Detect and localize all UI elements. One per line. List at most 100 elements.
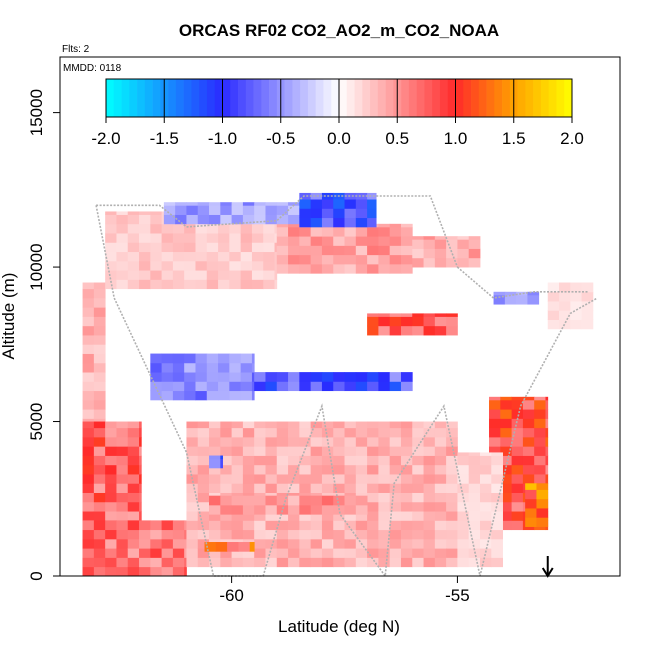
heatmap-cell bbox=[446, 483, 458, 493]
heatmap-cell bbox=[333, 538, 345, 549]
heatmap-cell bbox=[220, 511, 233, 521]
heatmap-cell bbox=[378, 427, 391, 438]
heatmap-cell bbox=[288, 263, 300, 274]
heatmap-cell bbox=[197, 421, 210, 429]
heatmap-cell bbox=[536, 483, 549, 490]
heatmap-cell bbox=[139, 427, 142, 438]
heatmap-cell bbox=[500, 455, 513, 466]
heatmap-cell bbox=[310, 557, 323, 568]
heatmap-cell bbox=[172, 223, 185, 234]
heatmap-cell bbox=[491, 529, 503, 540]
heatmap-cell bbox=[400, 226, 413, 237]
heatmap-cell bbox=[240, 353, 253, 364]
heatmap-cell bbox=[265, 202, 278, 206]
heatmap-cell bbox=[172, 566, 185, 577]
heatmap-cell bbox=[534, 474, 546, 484]
heatmap-cell bbox=[127, 474, 140, 484]
heatmap-cell bbox=[276, 446, 289, 456]
heatmap-cell bbox=[457, 257, 470, 268]
heatmap-cell bbox=[299, 199, 312, 209]
heatmap-cell bbox=[522, 396, 535, 401]
heatmap-cell bbox=[254, 511, 266, 521]
heatmap-cell bbox=[310, 199, 323, 209]
heatmap-cell bbox=[299, 263, 312, 274]
heatmap-cell bbox=[105, 548, 117, 558]
heatmap-cell bbox=[299, 455, 312, 466]
heatmap-cell bbox=[333, 372, 345, 382]
heatmap-cell bbox=[527, 291, 540, 296]
heatmap-cell bbox=[545, 436, 549, 447]
heatmap-cell bbox=[367, 427, 379, 438]
heatmap-cell bbox=[288, 483, 300, 493]
heatmap-cell bbox=[276, 464, 289, 475]
heatmap-cell bbox=[299, 436, 312, 447]
heatmap-cell bbox=[220, 548, 233, 558]
heatmap-cell bbox=[522, 436, 535, 447]
heatmap-cell bbox=[251, 233, 264, 243]
heatmap-cell bbox=[457, 511, 470, 521]
heatmap-cell bbox=[231, 214, 244, 225]
heatmap-cell bbox=[367, 474, 379, 484]
heatmap-cell bbox=[412, 464, 424, 475]
colorbar-segment bbox=[214, 79, 223, 117]
heatmap-cell bbox=[105, 446, 117, 456]
heatmap-cell bbox=[288, 548, 300, 558]
heatmap-cell bbox=[355, 495, 368, 506]
heatmap-cell bbox=[251, 223, 264, 234]
heatmap-cell bbox=[457, 248, 470, 259]
heatmap-cell bbox=[220, 421, 233, 429]
heatmap-cell bbox=[220, 529, 233, 540]
heatmap-cell bbox=[310, 245, 323, 256]
heatmap-cell bbox=[254, 557, 266, 568]
heatmap-cell bbox=[570, 310, 583, 320]
heatmap-cell bbox=[491, 474, 503, 484]
heatmap-cell bbox=[299, 495, 312, 506]
heatmap-cell bbox=[446, 538, 458, 549]
heatmap-cell bbox=[288, 455, 300, 466]
heatmap-cell bbox=[265, 529, 278, 540]
heatmap-cell bbox=[242, 421, 255, 429]
heatmap-cell bbox=[299, 446, 312, 456]
heatmap-cell bbox=[321, 538, 334, 549]
heatmap-cell bbox=[457, 501, 470, 512]
heatmap-cell bbox=[209, 458, 221, 469]
heatmap-cell bbox=[184, 566, 187, 577]
heatmap-cell bbox=[412, 483, 424, 493]
heatmap-cell bbox=[412, 248, 424, 259]
heatmap-cell bbox=[321, 495, 334, 506]
heatmap-cell bbox=[161, 362, 174, 373]
heatmap-cell bbox=[321, 208, 334, 219]
heatmap-cell bbox=[310, 446, 323, 456]
heatmap-cell bbox=[367, 245, 379, 256]
heatmap-cell bbox=[355, 436, 368, 447]
heatmap-cell bbox=[534, 455, 546, 466]
heatmap-cell bbox=[242, 548, 255, 558]
heatmap-cell bbox=[93, 464, 106, 475]
heatmap-cell bbox=[265, 421, 278, 429]
heatmap-cell bbox=[344, 372, 357, 382]
heatmap-cell bbox=[321, 199, 334, 209]
heatmap-cell bbox=[423, 446, 436, 456]
heatmap-cell bbox=[218, 362, 230, 373]
heatmap-cell bbox=[127, 566, 140, 577]
heatmap-cell bbox=[197, 548, 210, 558]
heatmap-cell bbox=[344, 455, 357, 466]
heatmap-cell bbox=[389, 538, 402, 549]
heatmap-cell bbox=[105, 211, 117, 215]
heatmap-cell bbox=[446, 464, 458, 475]
heatmap-cell bbox=[333, 557, 345, 568]
heatmap-cell bbox=[457, 557, 470, 568]
heatmap-cell bbox=[93, 353, 106, 364]
heatmap-cell bbox=[536, 508, 549, 518]
heatmap-cell bbox=[150, 538, 163, 549]
heatmap-cell bbox=[116, 279, 129, 290]
heatmap-cell bbox=[423, 236, 436, 240]
heatmap-cell bbox=[116, 474, 129, 484]
heatmap-cell bbox=[446, 501, 458, 512]
heatmap-cell bbox=[389, 501, 402, 512]
heatmap-cell bbox=[457, 474, 470, 484]
heatmap-cell bbox=[321, 217, 334, 228]
heatmap-cell bbox=[434, 316, 447, 327]
heatmap-cell bbox=[378, 557, 391, 568]
heatmap-cell bbox=[522, 409, 535, 419]
